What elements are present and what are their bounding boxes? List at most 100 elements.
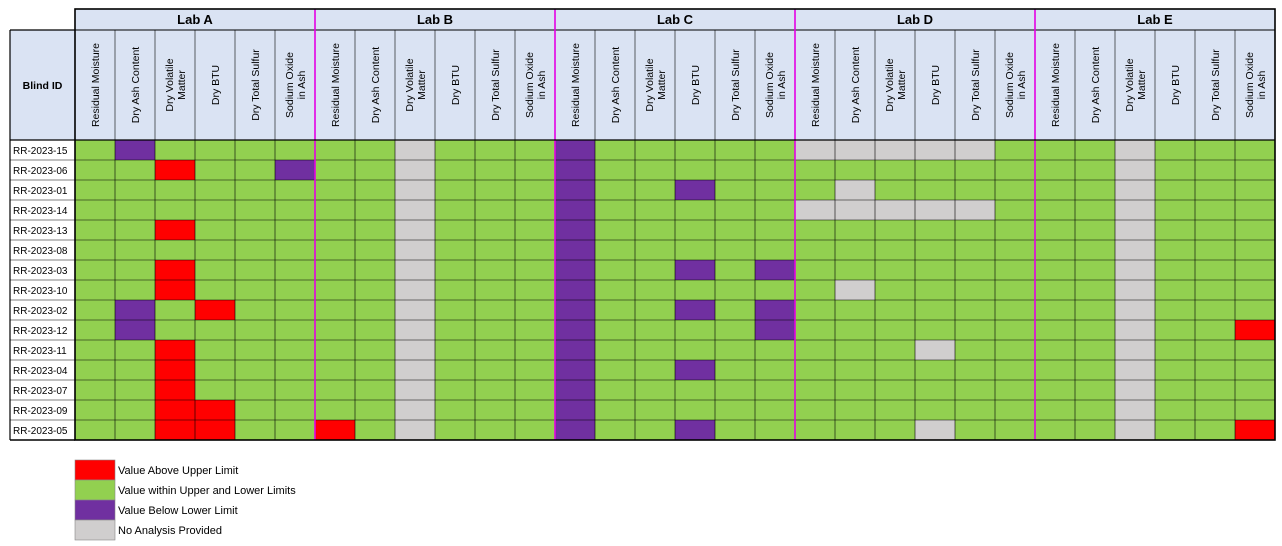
- status-cell: [395, 320, 435, 340]
- status-cell: [235, 220, 275, 240]
- status-cell: [755, 200, 795, 220]
- status-cell: [635, 160, 675, 180]
- status-cell: [1075, 240, 1115, 260]
- status-cell: [75, 340, 115, 360]
- status-cell: [435, 140, 475, 160]
- row-label: RR-2023-13: [13, 226, 68, 237]
- status-cell: [1235, 320, 1275, 340]
- lab-title: Lab A: [177, 12, 213, 27]
- row-label: RR-2023-15: [13, 146, 68, 157]
- status-cell: [1155, 420, 1195, 440]
- status-cell: [555, 180, 595, 200]
- status-cell: [515, 280, 555, 300]
- row-label: RR-2023-03: [13, 266, 68, 277]
- status-cell: [195, 420, 235, 440]
- column-header: Dry Total Sulfur: [250, 49, 262, 121]
- status-cell: [435, 280, 475, 300]
- status-cell: [595, 320, 635, 340]
- status-cell: [315, 260, 355, 280]
- status-cell: [635, 340, 675, 360]
- status-cell: [475, 180, 515, 200]
- column-header: Dry Ash Content: [370, 47, 382, 124]
- status-cell: [875, 340, 915, 360]
- status-cell: [1035, 220, 1075, 240]
- status-cell: [355, 340, 395, 360]
- column-header: Dry BTU: [210, 65, 222, 105]
- status-cell: [795, 360, 835, 380]
- status-cell: [1195, 320, 1235, 340]
- status-cell: [995, 180, 1035, 200]
- status-cell: [555, 300, 595, 320]
- status-cell: [915, 280, 955, 300]
- status-cell: [1155, 320, 1195, 340]
- status-cell: [1115, 260, 1155, 280]
- row-label: RR-2023-05: [13, 426, 68, 437]
- row-header-background: [10, 30, 75, 140]
- column-header: Dry Ash Content: [850, 47, 862, 124]
- status-cell: [1115, 340, 1155, 360]
- status-cell: [955, 400, 995, 420]
- column-header: Dry Ash Content: [610, 47, 622, 124]
- status-cell: [1115, 200, 1155, 220]
- lab-title: Lab E: [1137, 12, 1173, 27]
- status-cell: [515, 200, 555, 220]
- status-cell: [915, 240, 955, 260]
- status-cell: [435, 360, 475, 380]
- status-cell: [995, 320, 1035, 340]
- status-cell: [795, 140, 835, 160]
- status-cell: [635, 320, 675, 340]
- status-cell: [955, 160, 995, 180]
- status-cell: [355, 300, 395, 320]
- status-cell: [155, 340, 195, 360]
- status-cell: [115, 380, 155, 400]
- status-cell: [1235, 300, 1275, 320]
- status-cell: [835, 380, 875, 400]
- status-cell: [595, 380, 635, 400]
- column-header: Dry VolatileMatter: [404, 58, 428, 111]
- status-cell: [755, 380, 795, 400]
- status-cell: [315, 180, 355, 200]
- status-cell: [235, 420, 275, 440]
- status-cell: [115, 140, 155, 160]
- status-cell: [435, 340, 475, 360]
- status-cell: [555, 140, 595, 160]
- status-cell: [1035, 180, 1075, 200]
- status-cell: [235, 240, 275, 260]
- status-cell: [1195, 240, 1235, 260]
- status-cell: [835, 300, 875, 320]
- status-cell: [795, 340, 835, 360]
- status-cell: [1235, 180, 1275, 200]
- status-cell: [1075, 380, 1115, 400]
- status-cell: [155, 300, 195, 320]
- status-cell: [275, 400, 315, 420]
- column-header: Dry Total Sulfur: [730, 49, 742, 121]
- status-cell: [315, 200, 355, 220]
- status-cell: [715, 360, 755, 380]
- status-cell: [995, 400, 1035, 420]
- status-cell: [515, 340, 555, 360]
- status-cell: [915, 260, 955, 280]
- status-cell: [915, 300, 955, 320]
- status-cell: [275, 140, 315, 160]
- status-cell: [675, 300, 715, 320]
- status-cell: [75, 240, 115, 260]
- status-cell: [475, 160, 515, 180]
- status-cell: [235, 280, 275, 300]
- status-cell: [555, 380, 595, 400]
- status-cell: [155, 320, 195, 340]
- status-cell: [155, 360, 195, 380]
- status-cell: [1035, 360, 1075, 380]
- status-cell: [635, 400, 675, 420]
- status-cell: [1115, 240, 1155, 260]
- status-cell: [555, 360, 595, 380]
- table-border: [74, 8, 1276, 441]
- status-cell: [435, 200, 475, 220]
- status-cell: [995, 140, 1035, 160]
- status-cell: [475, 400, 515, 420]
- status-cell: [155, 280, 195, 300]
- status-cell: [435, 380, 475, 400]
- status-cell: [715, 400, 755, 420]
- status-cell: [675, 380, 715, 400]
- status-cell: [515, 300, 555, 320]
- column-header: Residual Moisture: [570, 43, 582, 127]
